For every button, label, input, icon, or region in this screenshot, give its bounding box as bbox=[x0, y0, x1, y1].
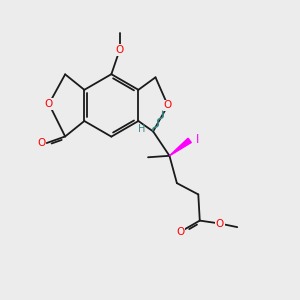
Text: O: O bbox=[116, 45, 124, 55]
Text: O: O bbox=[216, 219, 224, 229]
Text: O: O bbox=[176, 227, 184, 237]
Text: O: O bbox=[37, 138, 46, 148]
Text: H: H bbox=[138, 124, 146, 134]
Text: O: O bbox=[45, 99, 53, 109]
Text: O: O bbox=[164, 100, 172, 110]
Text: I: I bbox=[196, 133, 200, 146]
Polygon shape bbox=[169, 138, 191, 156]
